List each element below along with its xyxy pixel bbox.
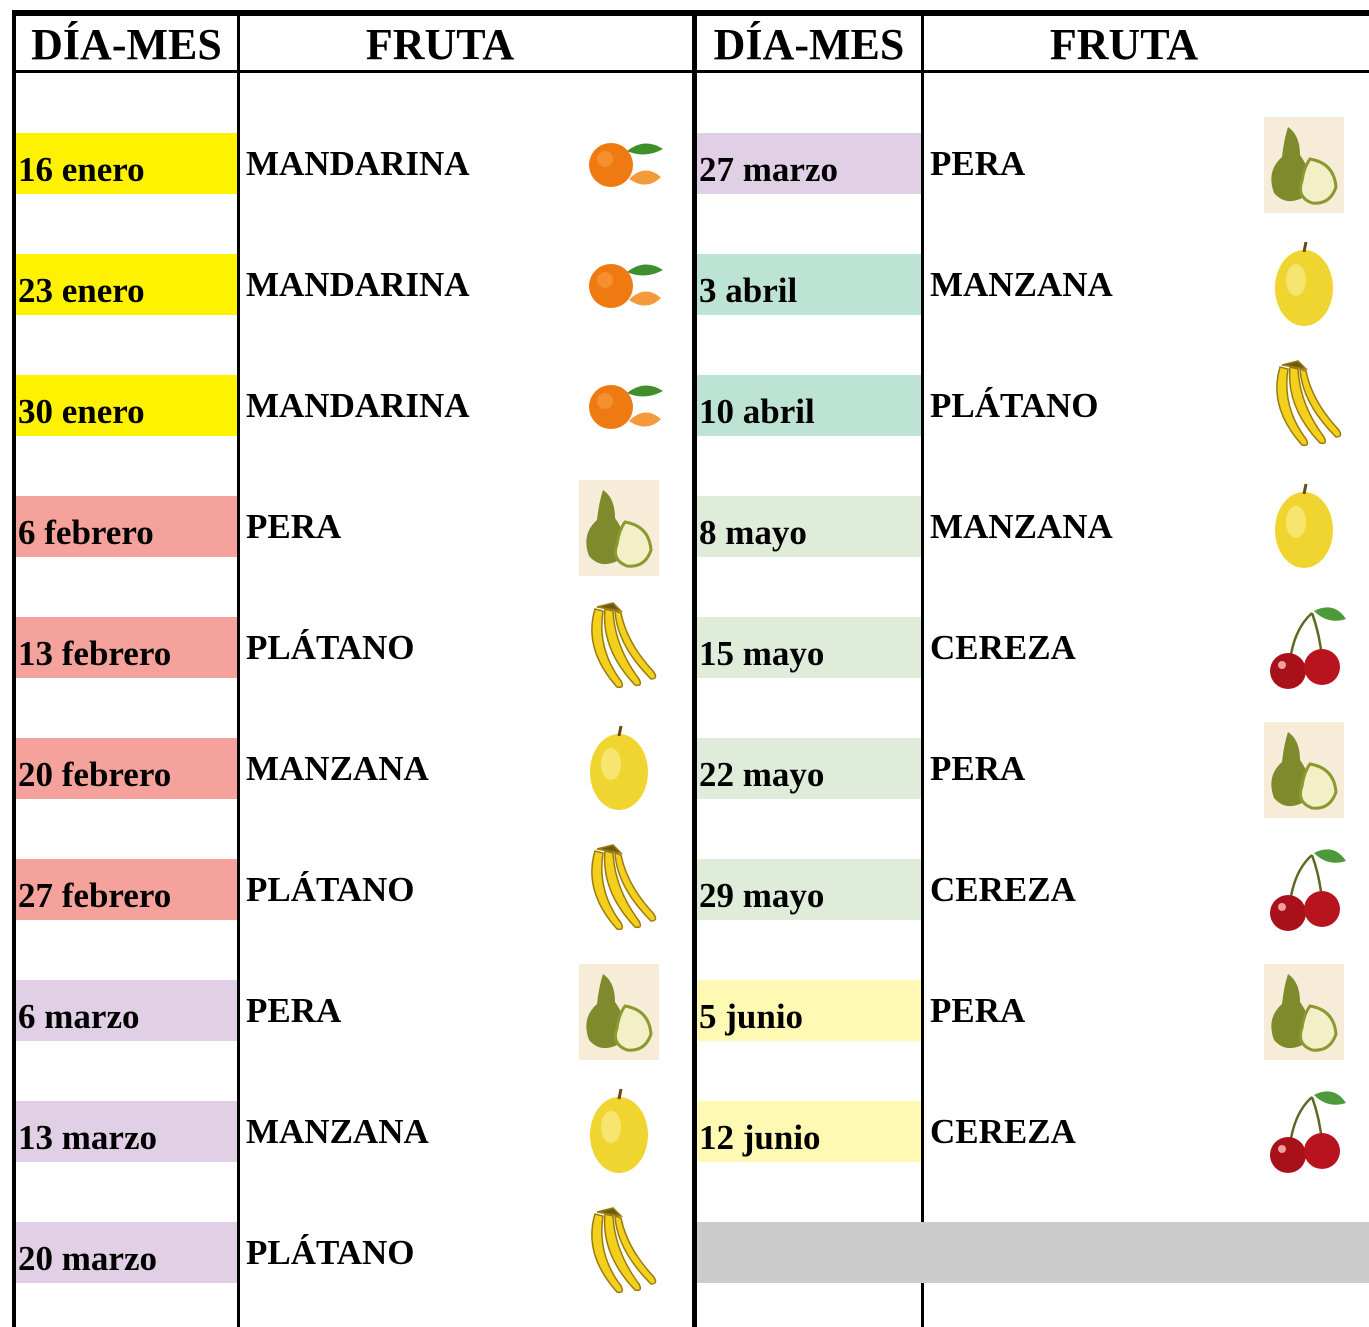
fruit: PERA	[930, 144, 1026, 183]
fruit-icon	[591, 1207, 657, 1294]
date: 29 mayo	[699, 876, 825, 915]
header-border	[12, 70, 1369, 73]
date-band	[16, 738, 237, 799]
fruit: MANDARINA	[246, 265, 470, 304]
date-band	[16, 133, 237, 194]
fruit-icon	[1264, 722, 1344, 818]
fruit-icon	[590, 1088, 648, 1173]
date-band	[697, 1101, 921, 1162]
date-band	[697, 133, 921, 194]
date: 5 junio	[699, 997, 804, 1036]
fruit-icon	[590, 725, 648, 810]
date-band	[16, 859, 237, 920]
date: 23 enero	[18, 271, 145, 310]
date-band	[16, 617, 237, 678]
fruit-icon	[1276, 360, 1342, 447]
col-line	[12, 10, 16, 1327]
fruit-icon	[579, 480, 659, 576]
fruit: CEREZA	[930, 1112, 1076, 1151]
fruit: CEREZA	[930, 628, 1076, 667]
date-band	[697, 617, 921, 678]
date-band	[16, 1101, 237, 1162]
col-line	[237, 10, 240, 1327]
date: 13 febrero	[18, 634, 172, 673]
fruit-icon	[579, 964, 659, 1060]
fruit: PLÁTANO	[246, 1233, 415, 1272]
fruit: MANZANA	[246, 749, 429, 788]
date-band	[697, 375, 921, 436]
empty-row	[697, 1222, 1369, 1283]
date: 3 abril	[699, 271, 798, 310]
col-line	[921, 10, 924, 1327]
date: 27 febrero	[18, 876, 172, 915]
date: 30 enero	[18, 392, 145, 431]
col-line	[692, 10, 697, 1327]
header-cell: DÍA-MES	[713, 20, 905, 69]
date: 15 mayo	[699, 634, 825, 673]
date: 6 marzo	[18, 997, 140, 1036]
header-cell: FRUTA	[1049, 20, 1199, 69]
fruit-icon	[1275, 241, 1333, 326]
date: 16 enero	[18, 150, 145, 189]
date: 12 junio	[699, 1118, 821, 1157]
date-band	[697, 859, 921, 920]
date-band	[697, 496, 921, 557]
date-band	[697, 254, 921, 315]
fruit: PERA	[246, 991, 342, 1030]
date: 8 mayo	[699, 513, 807, 552]
fruit: PLÁTANO	[246, 628, 415, 667]
date: 10 abril	[699, 392, 815, 431]
fruit-icon	[589, 143, 663, 187]
fruit: MANZANA	[930, 507, 1113, 546]
fruit-icon	[1270, 849, 1346, 931]
date-band	[16, 1222, 237, 1283]
fruit-icon	[1275, 483, 1333, 568]
fruit: MANZANA	[246, 1112, 429, 1151]
fruit: PERA	[930, 749, 1026, 788]
date-band	[16, 254, 237, 315]
fruit-icon	[1270, 607, 1346, 689]
fruit-icon	[591, 844, 657, 931]
fruit: CEREZA	[930, 870, 1076, 909]
fruit: PERA	[930, 991, 1026, 1030]
fruit-icon	[1264, 964, 1344, 1060]
header-cell: DÍA-MES	[31, 20, 222, 69]
date: 20 febrero	[18, 755, 172, 794]
fruit-icon	[589, 385, 663, 429]
date: 20 marzo	[18, 1239, 157, 1278]
fruit: PLÁTANO	[930, 386, 1099, 425]
date: 27 marzo	[699, 150, 838, 189]
fruit-icon	[589, 264, 663, 308]
date-band	[697, 738, 921, 799]
fruit: MANZANA	[930, 265, 1113, 304]
date-band	[16, 980, 237, 1041]
date: 13 marzo	[18, 1118, 157, 1157]
fruit: MANDARINA	[246, 144, 470, 183]
date: 22 mayo	[699, 755, 825, 794]
fruit-icon	[591, 602, 657, 689]
fruit: MANDARINA	[246, 386, 470, 425]
top-border	[12, 10, 1369, 16]
header-cell: FRUTA	[365, 20, 515, 69]
fruit-icon	[1270, 1091, 1346, 1173]
date-band	[697, 980, 921, 1041]
fruit: PLÁTANO	[246, 870, 415, 909]
date: 6 febrero	[18, 513, 154, 552]
fruit: PERA	[246, 507, 342, 546]
fruit-icon	[1264, 117, 1344, 213]
date-band	[16, 496, 237, 557]
date-band	[16, 375, 237, 436]
